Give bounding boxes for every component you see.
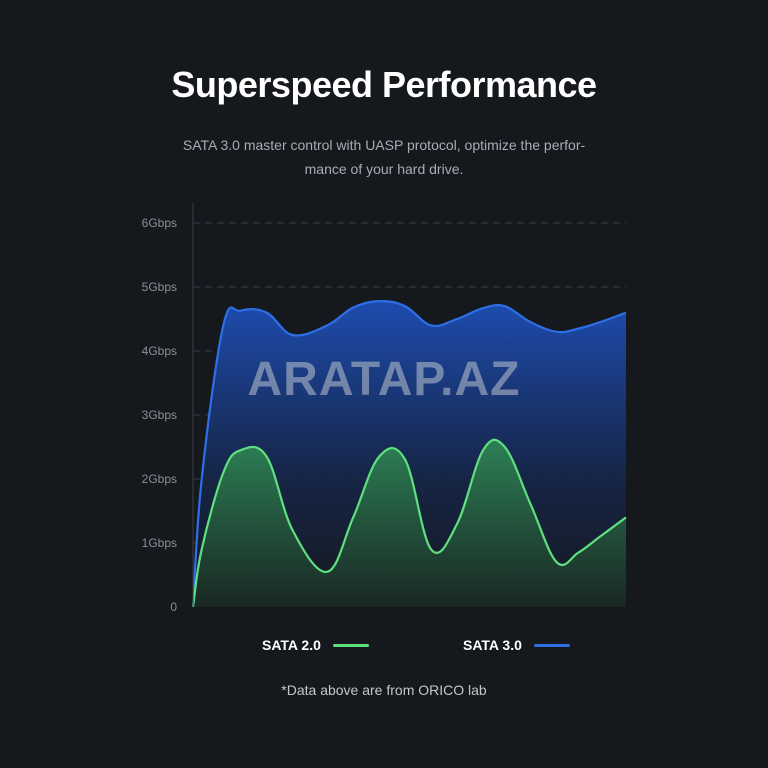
- watermark-text: ARATAP.AZ: [247, 353, 521, 406]
- y-tick-label: 5Gbps: [142, 280, 177, 294]
- legend-item-sata2: SATA 2.0: [262, 636, 369, 654]
- legend-label-sata3: SATA 3.0: [463, 637, 522, 653]
- y-tick-label: 3Gbps: [142, 408, 177, 422]
- series-line-sata-2-0: [191, 438, 627, 608]
- series-area-sata-2-0: [193, 439, 626, 607]
- y-tick-label: 6Gbps: [142, 216, 177, 230]
- series-line-sata-3-0: [191, 299, 627, 608]
- legend-swatch-sata3: [533, 643, 570, 647]
- y-tick-label: 0: [170, 600, 177, 614]
- y-axis-ticks: 0 1Gbps 2Gbps 3Gbps 4Gbps 5Gbps 6Gbps: [142, 216, 178, 614]
- y-tick-label: 4Gbps: [142, 344, 177, 358]
- footnote: *Data above are from ORICO lab: [281, 682, 487, 698]
- legend-item-sata3: SATA 3.0: [463, 636, 570, 654]
- y-tick-label: 1Gbps: [142, 536, 177, 550]
- page-subtitle: SATA 3.0 master control with UASP protoc…: [182, 137, 586, 177]
- series-areas: [191, 299, 627, 608]
- y-tick-label: 2Gbps: [142, 472, 177, 486]
- page-title: Superspeed Performance: [171, 64, 597, 105]
- legend-label-sata2: SATA 2.0: [262, 637, 321, 653]
- legend-swatch-sata2: [332, 643, 369, 647]
